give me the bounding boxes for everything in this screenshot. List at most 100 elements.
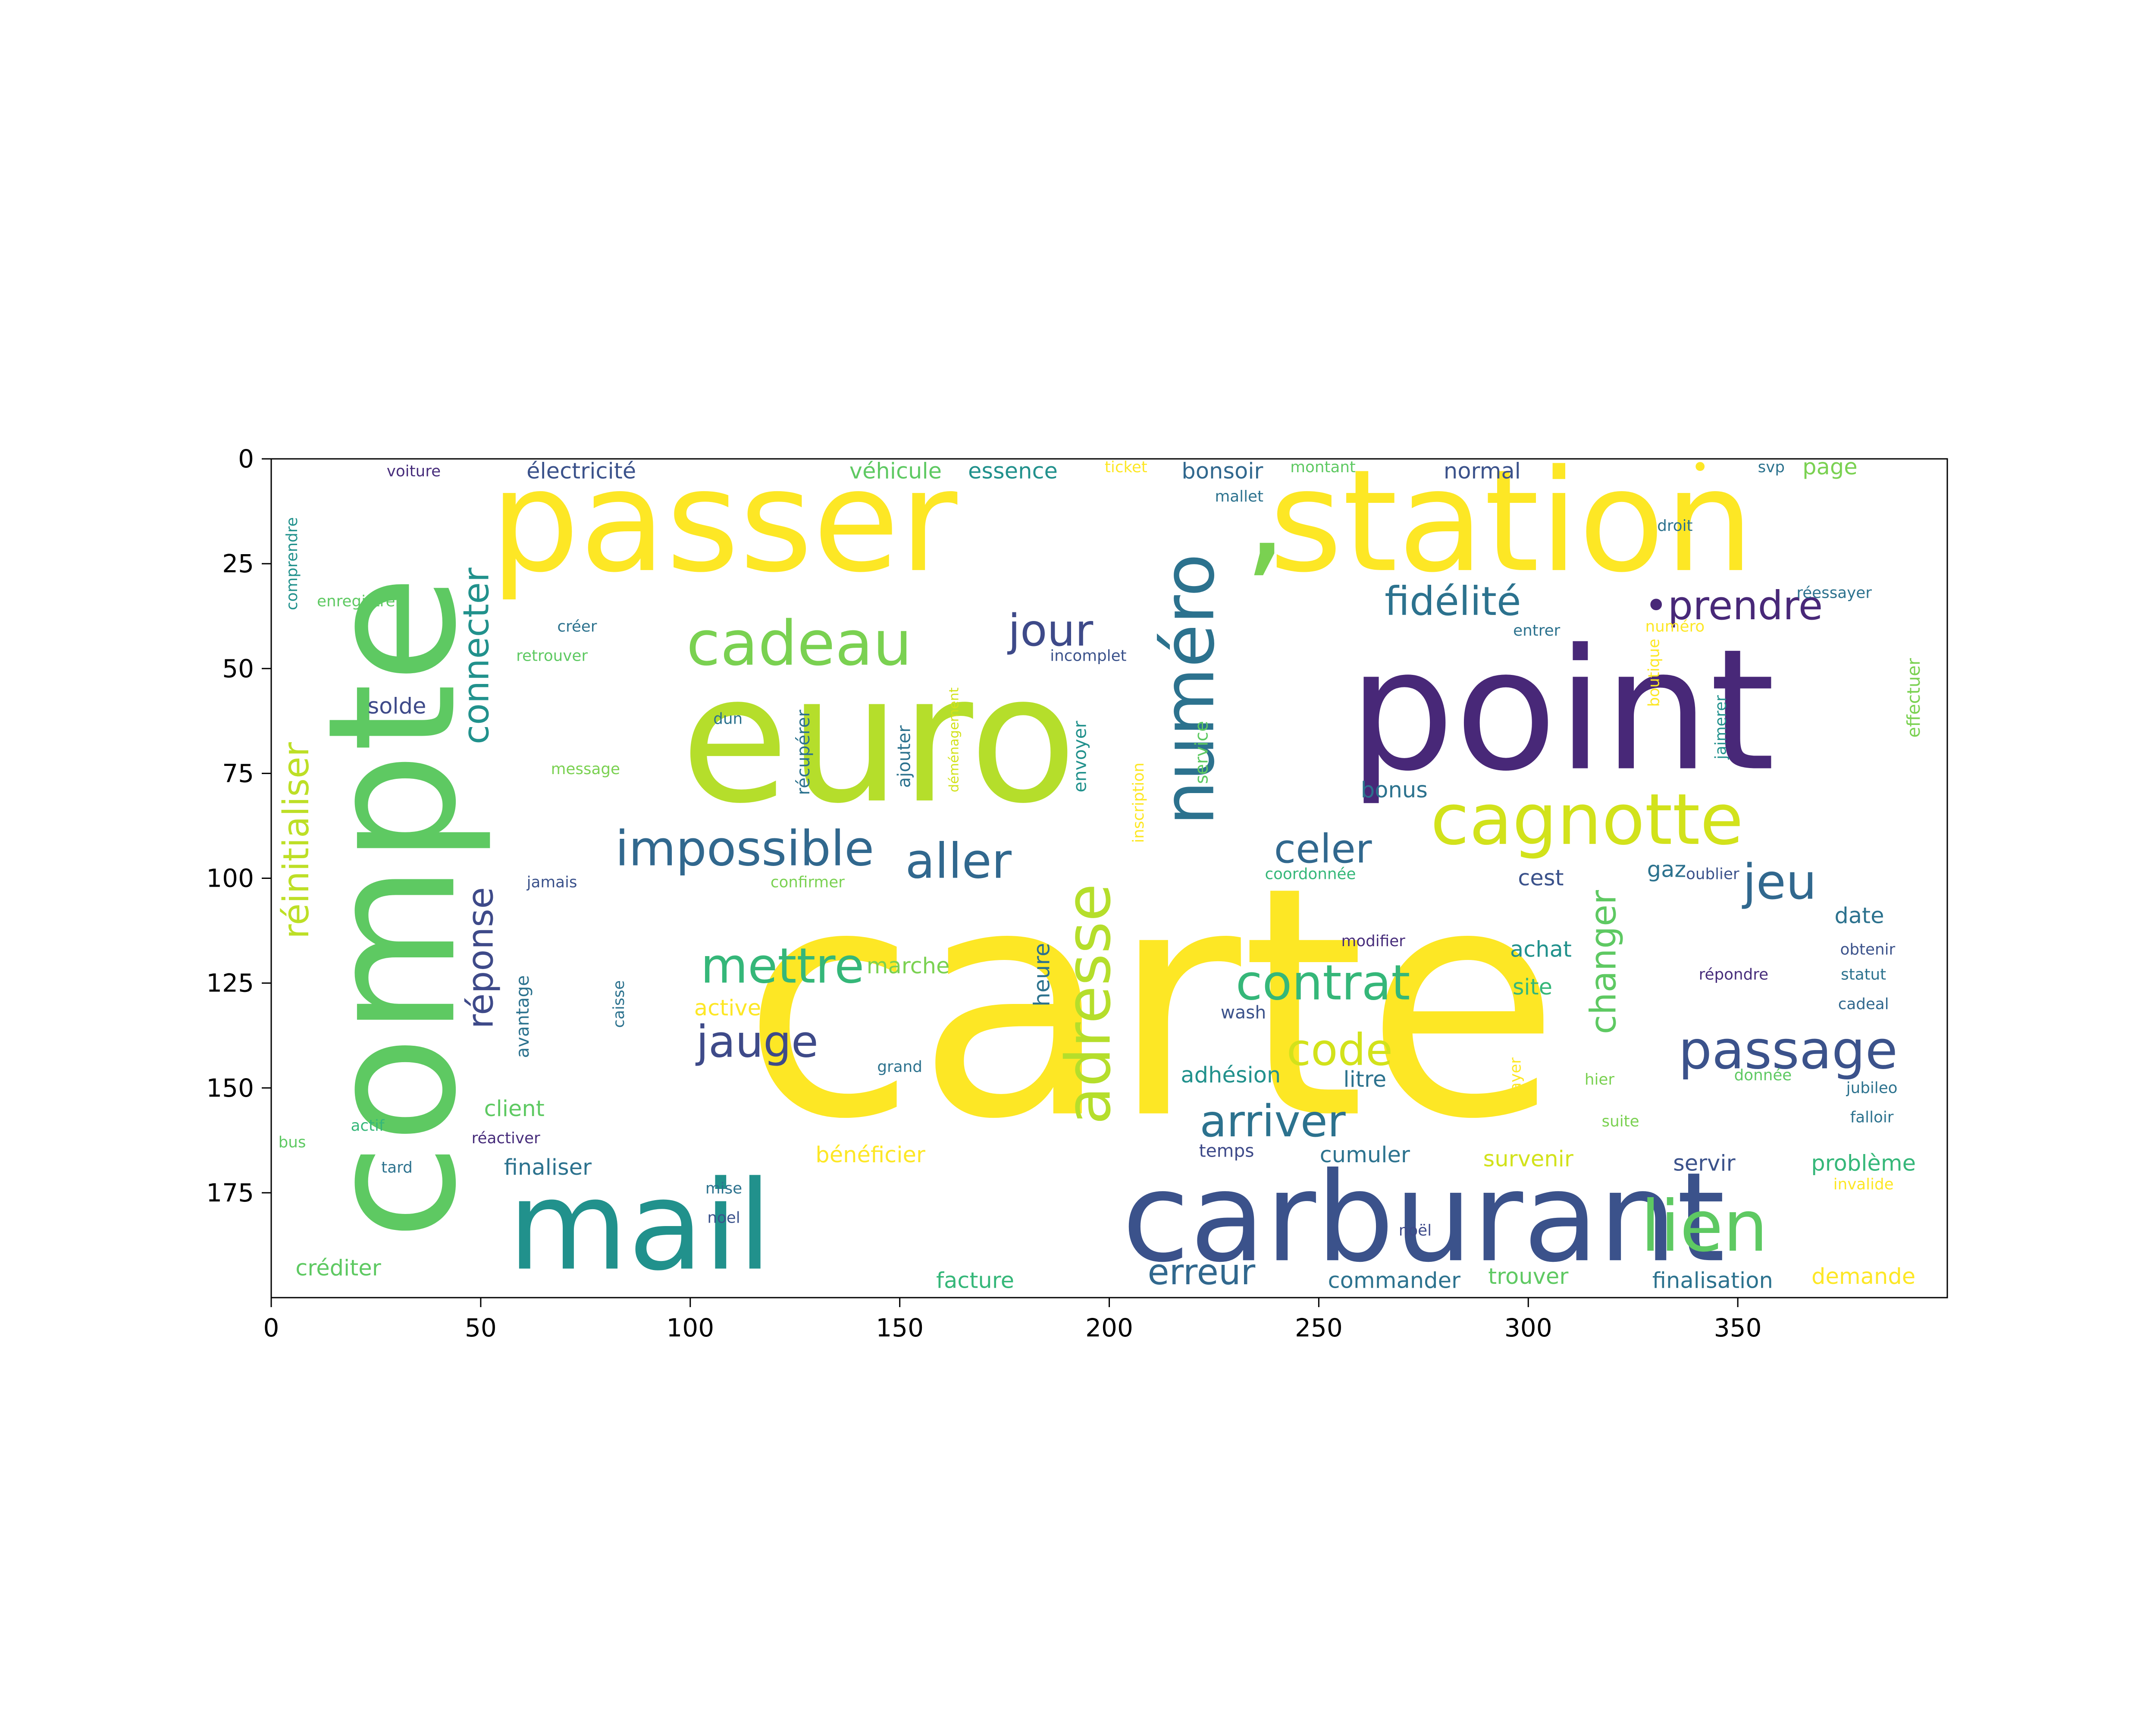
word-35: véhicule — [849, 459, 942, 484]
word-5: station — [1269, 440, 1754, 604]
word-66: jamais — [526, 874, 577, 891]
word-106: tard — [381, 1159, 413, 1176]
word-19: aller — [905, 834, 1012, 890]
word-56: récupérer — [793, 710, 814, 795]
word-2: point — [1348, 613, 1775, 808]
y-tick-label: 50 — [222, 654, 254, 683]
word-9: cadeau — [686, 607, 912, 679]
word-68: coordonnée — [1265, 865, 1356, 883]
word-41: normal — [1444, 459, 1521, 484]
word-28: arriver — [1200, 1096, 1345, 1147]
word-26: contrat — [1236, 955, 1410, 1011]
word-83: wash — [1221, 1002, 1266, 1023]
word-94: suite — [1601, 1113, 1639, 1130]
word-75: modifier — [1341, 932, 1406, 950]
word-46: entrer — [1513, 622, 1560, 640]
x-tick-label: 250 — [1295, 1313, 1343, 1342]
word-88: litre — [1343, 1067, 1386, 1092]
word-114: trouver — [1488, 1264, 1568, 1289]
word-99: bénéficier — [815, 1142, 925, 1168]
word-50: enregistrer — [317, 593, 401, 610]
word-104: problème — [1811, 1151, 1916, 1176]
word-4: passer — [490, 440, 959, 604]
word-30: passage — [1678, 1019, 1898, 1081]
word-84: caisse — [610, 980, 628, 1028]
y-axis: 0 25 50 75 100 125 150 175 — [206, 444, 271, 1208]
word-53: solde — [368, 693, 426, 719]
word-42: svp — [1758, 458, 1785, 476]
word-15: •prendre — [1645, 583, 1823, 629]
x-axis: 0 50 100 150 200 250 300 350 — [263, 1298, 1762, 1342]
y-tick-label: 0 — [238, 444, 254, 474]
word-58: déménagement — [946, 687, 962, 792]
word-31: jeu — [1742, 854, 1817, 910]
word-27: code — [1287, 1025, 1393, 1076]
word-101: cumuler — [1320, 1142, 1410, 1168]
word-74: statut — [1841, 966, 1886, 984]
word-47: numéro — [1645, 618, 1705, 636]
y-tick-label: 150 — [206, 1073, 254, 1103]
word-71: oublier — [1686, 865, 1739, 883]
x-tick-label: 350 — [1714, 1313, 1762, 1342]
word-70: gaz — [1647, 857, 1686, 883]
word-45: réessayer — [1796, 584, 1872, 602]
word-8: mail — [508, 1155, 772, 1298]
word-72: date — [1834, 903, 1884, 929]
word-115: finalisation — [1652, 1268, 1773, 1294]
word-6: ’ — [1242, 515, 1287, 679]
word-62: bonus — [1361, 778, 1428, 803]
word-102: survenir — [1483, 1147, 1573, 1172]
word-109: noel — [707, 1209, 740, 1227]
word-86: grand — [877, 1058, 922, 1076]
word-79: cadeal — [1838, 995, 1889, 1013]
word-91: donnée — [1734, 1066, 1792, 1084]
word-73: obtenir — [1840, 941, 1896, 958]
x-tick-label: 200 — [1085, 1313, 1133, 1342]
word-21: jauge — [696, 1016, 818, 1067]
y-tick-label: 100 — [206, 864, 254, 893]
word-98: bus — [279, 1134, 306, 1151]
word-67: confirmer — [771, 874, 845, 891]
word-29: erreur — [1147, 1252, 1255, 1293]
word-0: carte — [742, 820, 1561, 1189]
word-24: réponse — [460, 887, 501, 1029]
word-57: ajouter — [893, 725, 914, 788]
word-82: heure — [1030, 943, 1055, 1007]
word-16: • — [1691, 449, 1709, 485]
word-63: boutique — [1645, 639, 1663, 707]
word-38: bonsoir — [1181, 459, 1263, 484]
word-76: achat — [1510, 937, 1572, 962]
word-49: comprendre — [283, 517, 301, 610]
word-32: changer — [1583, 890, 1624, 1034]
word-85: avantage — [512, 975, 533, 1058]
word-36: essence — [968, 459, 1058, 484]
word-81: activer — [694, 995, 770, 1021]
word-60: inscription — [1130, 762, 1147, 843]
y-tick-label: 75 — [222, 759, 254, 788]
y-tick-label: 175 — [206, 1178, 254, 1208]
word-108: mise — [705, 1180, 742, 1198]
word-65: effectuer — [1903, 658, 1924, 738]
x-tick-label: 50 — [465, 1313, 497, 1342]
word-40: mallet — [1215, 488, 1263, 505]
word-22: connecter — [456, 568, 497, 744]
word-20: mettre — [701, 938, 864, 994]
word-34: voiture — [387, 463, 441, 480]
word-51: créer — [557, 618, 597, 636]
word-52: retrouver — [516, 647, 588, 665]
word-23: réinitialiser — [276, 742, 317, 939]
word-90: hier — [1585, 1071, 1614, 1088]
word-17: jour — [1007, 605, 1094, 656]
word-25: celer — [1274, 826, 1372, 872]
y-tick-label: 25 — [222, 549, 254, 578]
word-64: jaimerer — [1712, 695, 1730, 760]
word-80: marche — [867, 953, 950, 979]
word-105: invalide — [1833, 1176, 1894, 1193]
word-112: facture — [936, 1268, 1014, 1294]
word-11: numéro — [1148, 554, 1230, 825]
word-107: finaliser — [504, 1155, 592, 1180]
word-12: adresse — [1052, 884, 1124, 1125]
